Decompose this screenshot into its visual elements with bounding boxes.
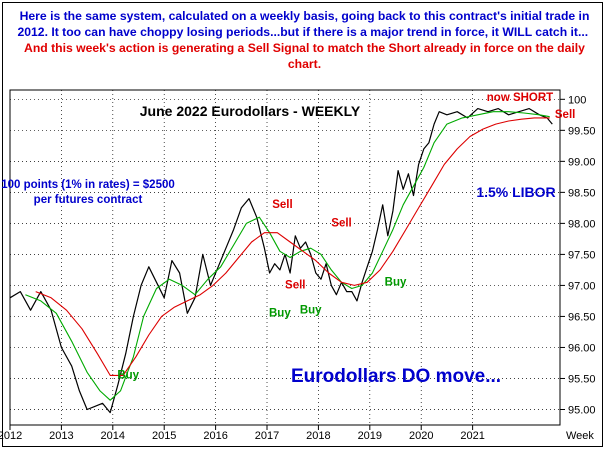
annotation-points-2: per futures contract	[34, 194, 143, 206]
y-tick-label: 96.00	[568, 342, 596, 354]
annotation-now-short: now SHORT	[487, 92, 553, 104]
slow-average-line	[35, 117, 550, 376]
signal-label: Sell	[272, 199, 292, 211]
x-axis-label: Week	[566, 430, 594, 442]
header-text-red: And this week's action is generating a S…	[24, 41, 585, 71]
y-tick-label: 95.50	[568, 373, 596, 385]
x-tick-label: 2020	[409, 430, 433, 442]
x-tick-label: 2021	[460, 430, 484, 442]
axis-ticks: 2012 2013 2014 2015 2016 2017 2018 2019 2020 2021…	[0, 94, 596, 442]
signal-label: Buy	[117, 369, 139, 381]
signal-label: Buy	[300, 304, 322, 316]
x-tick-label: 2016	[203, 430, 227, 442]
x-tick-label: 2014	[101, 430, 125, 442]
signal-layer: Buy Sell Buy Sell Buy Sell Buy Sell	[117, 109, 575, 382]
annotation-move: Eurodollars DO move...	[291, 366, 501, 387]
signal-label: Sell	[331, 217, 351, 229]
y-tick-label: 98.00	[568, 218, 596, 230]
x-tick-label: 2015	[152, 430, 176, 442]
y-tick-label: 98.50	[568, 187, 596, 199]
x-tick-label: 2012	[0, 430, 22, 442]
x-tick-label: 2019	[358, 430, 382, 442]
x-tick-label: 2018	[306, 430, 330, 442]
y-tick-label: 95.00	[568, 404, 596, 416]
signal-label: Sell	[555, 109, 575, 121]
annotation-libor: 1.5% LIBOR	[476, 184, 555, 200]
y-tick-label: 97.50	[568, 249, 596, 261]
y-tick-label: 99.00	[568, 156, 596, 168]
plot-border	[9, 89, 561, 426]
y-tick-label: 96.50	[568, 311, 596, 323]
fast-average-line	[25, 111, 550, 401]
annotation-points-1: 100 points (1% in rates) = $2500	[1, 179, 175, 191]
price-line	[9, 107, 553, 414]
signal-label: Buy	[269, 307, 291, 319]
x-tick-label: 2013	[49, 430, 73, 442]
y-tick-label: 100	[568, 94, 586, 106]
signal-label: Sell	[285, 280, 305, 292]
header-text-blue: Here is the same system, calculated on a…	[17, 9, 590, 39]
chart-frame	[2, 2, 603, 447]
y-tick-label: 99.50	[568, 125, 596, 137]
chart-title: June 2022 Eurodollars - WEEKLY	[140, 103, 361, 119]
header-text: Here is the same system, calculated on a…	[12, 8, 597, 72]
series-layer	[9, 107, 553, 414]
x-tick-label: 2017	[255, 430, 279, 442]
signal-label: Buy	[385, 276, 407, 288]
y-tick-label: 97.00	[568, 280, 596, 292]
